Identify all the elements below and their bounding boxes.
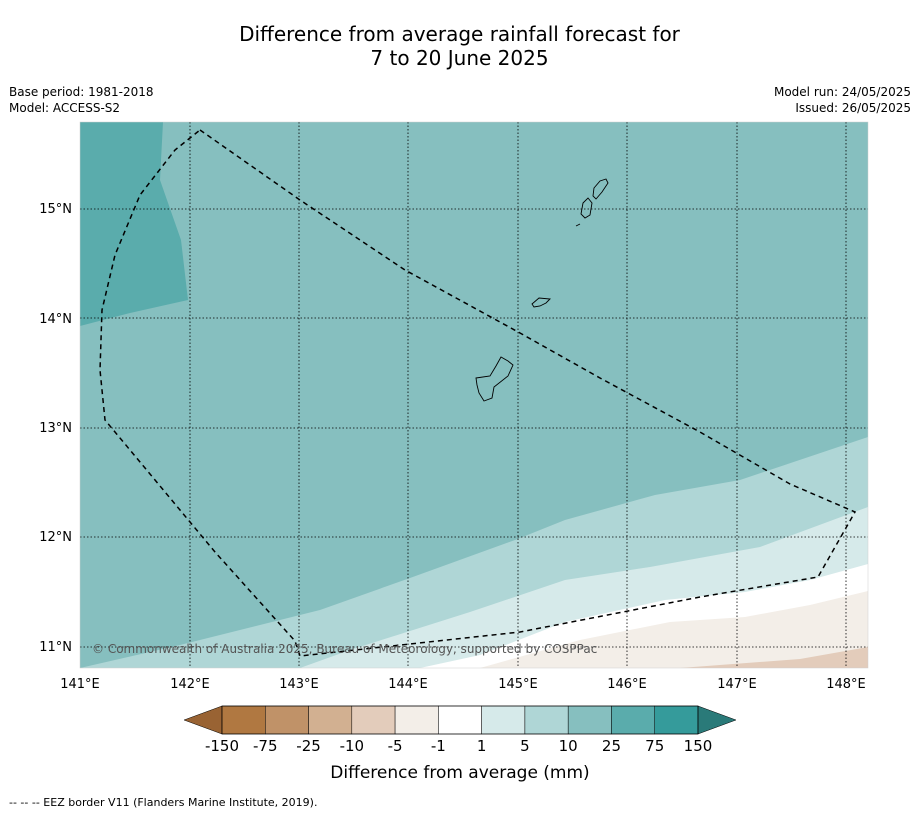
lon-label-147: 147°E — [717, 677, 757, 692]
map-title: Difference from average rainfall forecas… — [0, 22, 919, 70]
contour-over-25 — [80, 122, 188, 326]
lon-label-145: 145°E — [498, 677, 538, 692]
base-period-label: Base period: 1981-2018 — [9, 85, 154, 99]
colorbar-cell — [394, 705, 439, 735]
rota-island — [531, 297, 551, 308]
colorbar-cell — [308, 705, 353, 735]
issued-label: Issued: 26/05/2025 — [795, 101, 911, 115]
colorbar-cell — [265, 705, 309, 735]
base-info: Base period: 1981-2018 Model: ACCESS-S2 — [9, 84, 154, 116]
saipan-island — [592, 178, 609, 200]
lat-label-11: 11°N — [39, 640, 72, 655]
colorbar-tick-labels: -150 -75 -25 -10 -5 -1 1 5 10 25 75 150 — [205, 737, 712, 755]
tinian-island — [580, 197, 593, 219]
colorbar-tick-label: 1 — [477, 737, 487, 755]
colorbar-cell — [481, 705, 526, 735]
aguijan-islet — [575, 223, 581, 227]
colorbar-tick-label: -5 — [388, 737, 403, 755]
lat-label-14: 14°N — [39, 312, 72, 327]
lat-label-15: 15°N — [39, 202, 72, 217]
colorbar-tick-label: 150 — [684, 737, 713, 755]
colorbar-tick-label: -75 — [253, 737, 278, 755]
lon-label-141: 141°E — [60, 677, 100, 692]
colorbar-tick-label: 25 — [602, 737, 621, 755]
colorbar-cell — [611, 705, 655, 735]
colorbar-tick-label: 75 — [645, 737, 664, 755]
lon-label-148: 148°E — [826, 677, 866, 692]
title-line-1: Difference from average rainfall forecas… — [239, 22, 680, 46]
colorbar-cell — [654, 705, 699, 735]
run-info: Model run: 24/05/2025 Issued: 26/05/2025 — [774, 84, 911, 116]
lon-label-146: 146°E — [607, 677, 647, 692]
colorbar-under-triangle — [183, 705, 223, 735]
contour-neg5-to-neg1 — [480, 591, 868, 668]
gridlines — [80, 122, 868, 668]
colorbar-cell — [524, 705, 569, 735]
colorbar-cell — [351, 705, 396, 735]
lat-label-12: 12°N — [39, 530, 72, 545]
colorbar-frame — [221, 705, 699, 735]
islands — [475, 178, 609, 402]
rainfall-contours — [80, 122, 868, 668]
latitude-labels: 15°N 14°N 13°N 12°N 11°N — [39, 202, 72, 655]
colorbar-legend: -150 -75 -25 -10 -5 -1 1 5 10 25 75 150 Difference … — [183, 705, 737, 783]
eez-footnote: -- -- -- EEZ border V11 (Flanders Marine… — [9, 796, 318, 809]
colorbar-tick-label: -25 — [296, 737, 321, 755]
colorbar-tick-label: 5 — [520, 737, 530, 755]
model-run-label: Model run: 24/05/2025 — [773, 85, 911, 99]
colorbar-tick-label: -1 — [431, 737, 446, 755]
lon-label-142: 142°E — [170, 677, 210, 692]
rainfall-map: © Commonwealth of Australia 2025, Bureau… — [39, 121, 869, 692]
model-label: Model: ACCESS-S2 — [9, 101, 121, 115]
colorbar-cell — [438, 705, 482, 735]
colorbar-tick-label: -150 — [205, 737, 239, 755]
colorbar-over-triangle — [697, 705, 737, 735]
copyright-notice: © Commonwealth of Australia 2025, Bureau… — [92, 642, 597, 656]
colorbar-tick-label: -10 — [340, 737, 365, 755]
contour-neg10-to-neg5 — [680, 647, 868, 668]
colorbar-cells — [221, 705, 699, 735]
colorbar-cell — [567, 705, 612, 735]
longitude-labels: 141°E 142°E 143°E 144°E 145°E 146°E 147°… — [60, 677, 866, 692]
colorbar-title: Difference from average (mm) — [330, 763, 589, 783]
guam-island — [475, 356, 514, 402]
lon-label-144: 144°E — [388, 677, 428, 692]
colorbar-tick-label: 10 — [559, 737, 578, 755]
lat-label-13: 13°N — [39, 421, 72, 436]
colorbar-cell — [221, 705, 266, 735]
title-line-2: 7 to 20 June 2025 — [370, 46, 549, 70]
lon-label-143: 143°E — [279, 677, 319, 692]
eez-border — [99, 129, 857, 657]
map-frame — [79, 121, 869, 669]
